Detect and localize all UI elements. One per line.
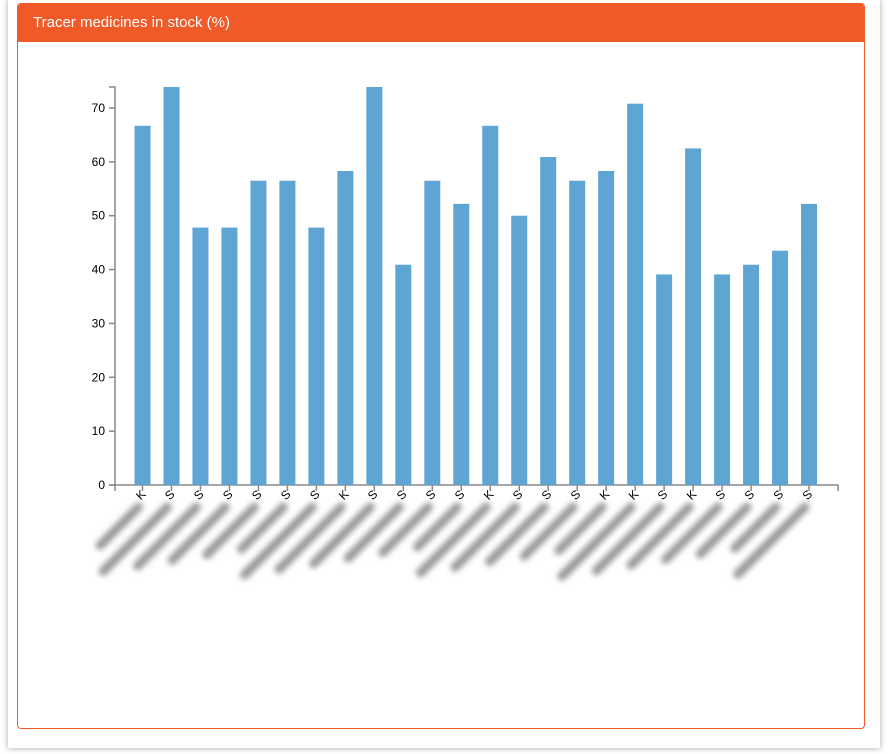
redacted-label [98, 502, 172, 576]
bar [308, 227, 325, 485]
bar [540, 157, 557, 485]
redacted-label [95, 502, 143, 550]
redacted-label [661, 502, 723, 564]
bar [714, 274, 731, 485]
x-tick-label: S [220, 487, 236, 503]
redacted-label [274, 502, 346, 574]
x-tick-label: S [423, 487, 439, 503]
y-axis-line [109, 86, 116, 486]
redacted-label [626, 502, 694, 570]
bar [627, 103, 644, 485]
bar [656, 274, 673, 485]
bar [337, 171, 354, 485]
x-tick-label: S [394, 487, 410, 503]
x-tick-label: S [655, 487, 671, 503]
x-tick-label: K [481, 487, 497, 503]
x-tick-label: K [626, 487, 642, 503]
redacted-label [167, 502, 230, 565]
redacted-label [239, 502, 317, 580]
x-tick-label: K [684, 487, 700, 503]
redacted-label [343, 502, 404, 563]
bar [743, 264, 760, 485]
y-tick-label: 30 [92, 316, 106, 330]
panel-title: Tracer medicines in stock (%) [18, 4, 864, 42]
bar [569, 180, 586, 485]
x-tick-label: S [365, 487, 381, 503]
x-tick-label: S [510, 487, 526, 503]
bar [685, 148, 702, 485]
bar [163, 86, 180, 485]
redacted-label [415, 502, 491, 578]
redacted-label [730, 502, 781, 553]
bar [772, 250, 789, 485]
x-tick-label: S [771, 487, 787, 503]
x-tick-label: S [742, 487, 758, 503]
bar [395, 264, 412, 485]
bar [279, 180, 296, 485]
x-tick-label: K [597, 487, 613, 503]
x-tick-label: K [133, 487, 149, 503]
y-tick-label: 50 [92, 209, 106, 223]
redacted-label [554, 502, 607, 555]
redacted-label [412, 502, 462, 552]
x-tick-label: S [191, 487, 207, 503]
redacted-label [519, 502, 578, 561]
x-tick-label: K [336, 487, 352, 503]
x-tick-label: S [278, 487, 294, 503]
bar [250, 180, 267, 485]
bar [511, 215, 528, 485]
redacted-label [733, 502, 810, 579]
redacted-label [133, 502, 201, 571]
redacted-label [557, 502, 636, 581]
bar [134, 125, 151, 485]
x-axis-line [114, 484, 839, 491]
x-tick-label: S [249, 487, 265, 503]
redacted-label [695, 502, 752, 559]
y-tick-label: 70 [92, 101, 106, 115]
redacted-label [202, 502, 259, 560]
y-tick-label: 10 [92, 424, 106, 438]
redacted-label [591, 502, 665, 576]
x-tick-label: S [307, 487, 323, 503]
y-tick-label: 20 [92, 370, 106, 384]
bar [192, 227, 209, 485]
y-tick-label: 0 [98, 478, 105, 492]
x-tick-label: S [800, 487, 816, 503]
redacted-label [378, 502, 433, 557]
x-tick-label: S [452, 487, 468, 503]
y-tick-label: 40 [92, 263, 106, 277]
redacted-label [309, 502, 375, 569]
x-tick-label: S [539, 487, 555, 503]
x-tick-label: S [568, 487, 584, 503]
y-tick-label: 60 [92, 155, 106, 169]
x-tick-label: S [162, 487, 178, 503]
redacted-label [485, 502, 549, 567]
bar [366, 86, 383, 485]
x-tick-label: S [713, 487, 729, 503]
redacted-label [236, 502, 288, 554]
bar [453, 203, 470, 485]
bar [221, 227, 238, 485]
bar [801, 203, 818, 485]
redacted-label [450, 502, 520, 572]
bar [424, 180, 441, 485]
bar [598, 171, 615, 485]
bar [482, 125, 499, 485]
